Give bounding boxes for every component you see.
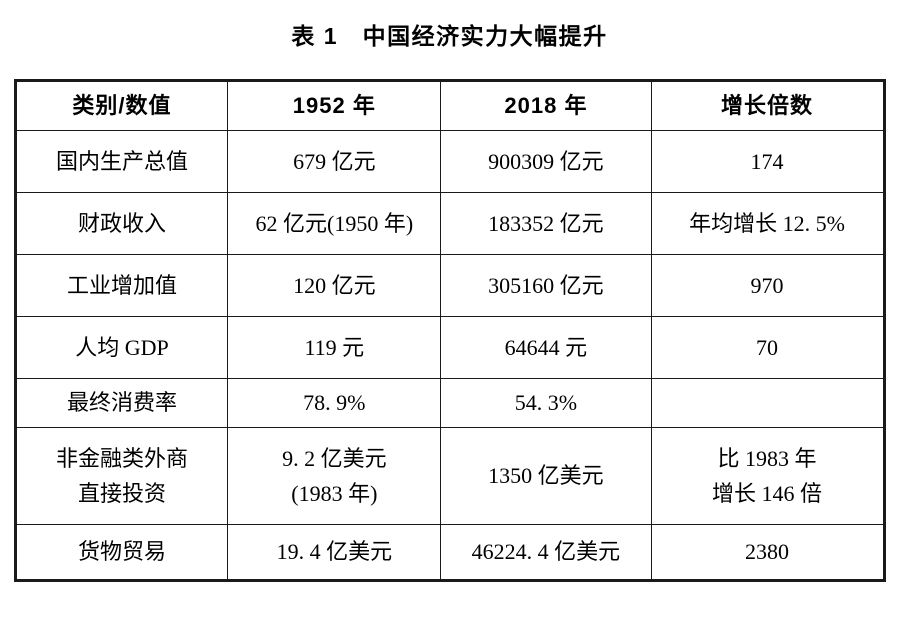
table-row: 财政收入 62 亿元(1950 年) 183352 亿元 年均增长 12. 5% <box>14 192 885 255</box>
table-row: 货物贸易 19. 4 亿美元 46224. 4 亿美元 2380 <box>14 524 885 581</box>
table-cell: 174 <box>650 130 885 193</box>
table-cell: 679 亿元 <box>227 130 442 193</box>
table-cell: 工业增加值 <box>14 254 229 317</box>
table-cell: 财政收入 <box>14 192 229 255</box>
table-cell: 305160 亿元 <box>440 254 652 317</box>
table-cell: 54. 3% <box>440 378 652 428</box>
table-cell: 64644 元 <box>440 316 652 379</box>
table-cell: 120 亿元 <box>227 254 442 317</box>
table-cell: 国内生产总值 <box>14 130 229 193</box>
table-cell: 78. 9% <box>227 378 442 428</box>
table-row: 非金融类外商 直接投资 9. 2 亿美元 (1983 年) 1350 亿美元 比… <box>14 427 885 525</box>
table-cell: 119 元 <box>227 316 442 379</box>
column-header-1952: 1952 年 <box>227 80 442 131</box>
table-cell: 46224. 4 亿美元 <box>440 524 652 581</box>
column-header-growth: 增长倍数 <box>650 80 885 131</box>
table-cell: 70 <box>650 316 885 379</box>
table-cell: 970 <box>650 254 885 317</box>
column-header-2018: 2018 年 <box>440 80 652 131</box>
table-row: 国内生产总值 679 亿元 900309 亿元 174 <box>14 130 885 193</box>
table-cell: 比 1983 年 增长 146 倍 <box>650 427 885 525</box>
table-cell: 900309 亿元 <box>440 130 652 193</box>
table-cell: 人均 GDP <box>14 316 229 379</box>
table-row: 人均 GDP 119 元 64644 元 70 <box>14 316 885 379</box>
table-cell: 非金融类外商 直接投资 <box>14 427 229 525</box>
table-cell: 183352 亿元 <box>440 192 652 255</box>
table-cell: 9. 2 亿美元 (1983 年) <box>227 427 442 525</box>
table-title: 表 1 中国经济实力大幅提升 <box>291 23 608 49</box>
table-cell: 62 亿元(1950 年) <box>227 192 442 255</box>
table-cell <box>650 378 885 428</box>
table-cell: 年均增长 12. 5% <box>650 192 885 255</box>
economic-strength-table: 类别/数值 1952 年 2018 年 增长倍数 国内生产总值 679 亿元 9… <box>13 79 886 582</box>
table-row: 工业增加值 120 亿元 305160 亿元 970 <box>14 254 885 317</box>
table-cell: 货物贸易 <box>14 524 229 581</box>
header-row: 类别/数值 1952 年 2018 年 增长倍数 <box>14 80 885 131</box>
table-cell: 19. 4 亿美元 <box>227 524 442 581</box>
table-cell: 1350 亿美元 <box>440 427 652 525</box>
table-cell: 最终消费率 <box>14 378 229 428</box>
document-page: 表 1 中国经济实力大幅提升 类别/数值 1952 年 2018 年 增长倍数 … <box>13 23 886 582</box>
table-cell: 2380 <box>650 524 885 581</box>
table-row: 最终消费率 78. 9% 54. 3% <box>14 378 885 428</box>
column-header-category: 类别/数值 <box>14 80 229 131</box>
